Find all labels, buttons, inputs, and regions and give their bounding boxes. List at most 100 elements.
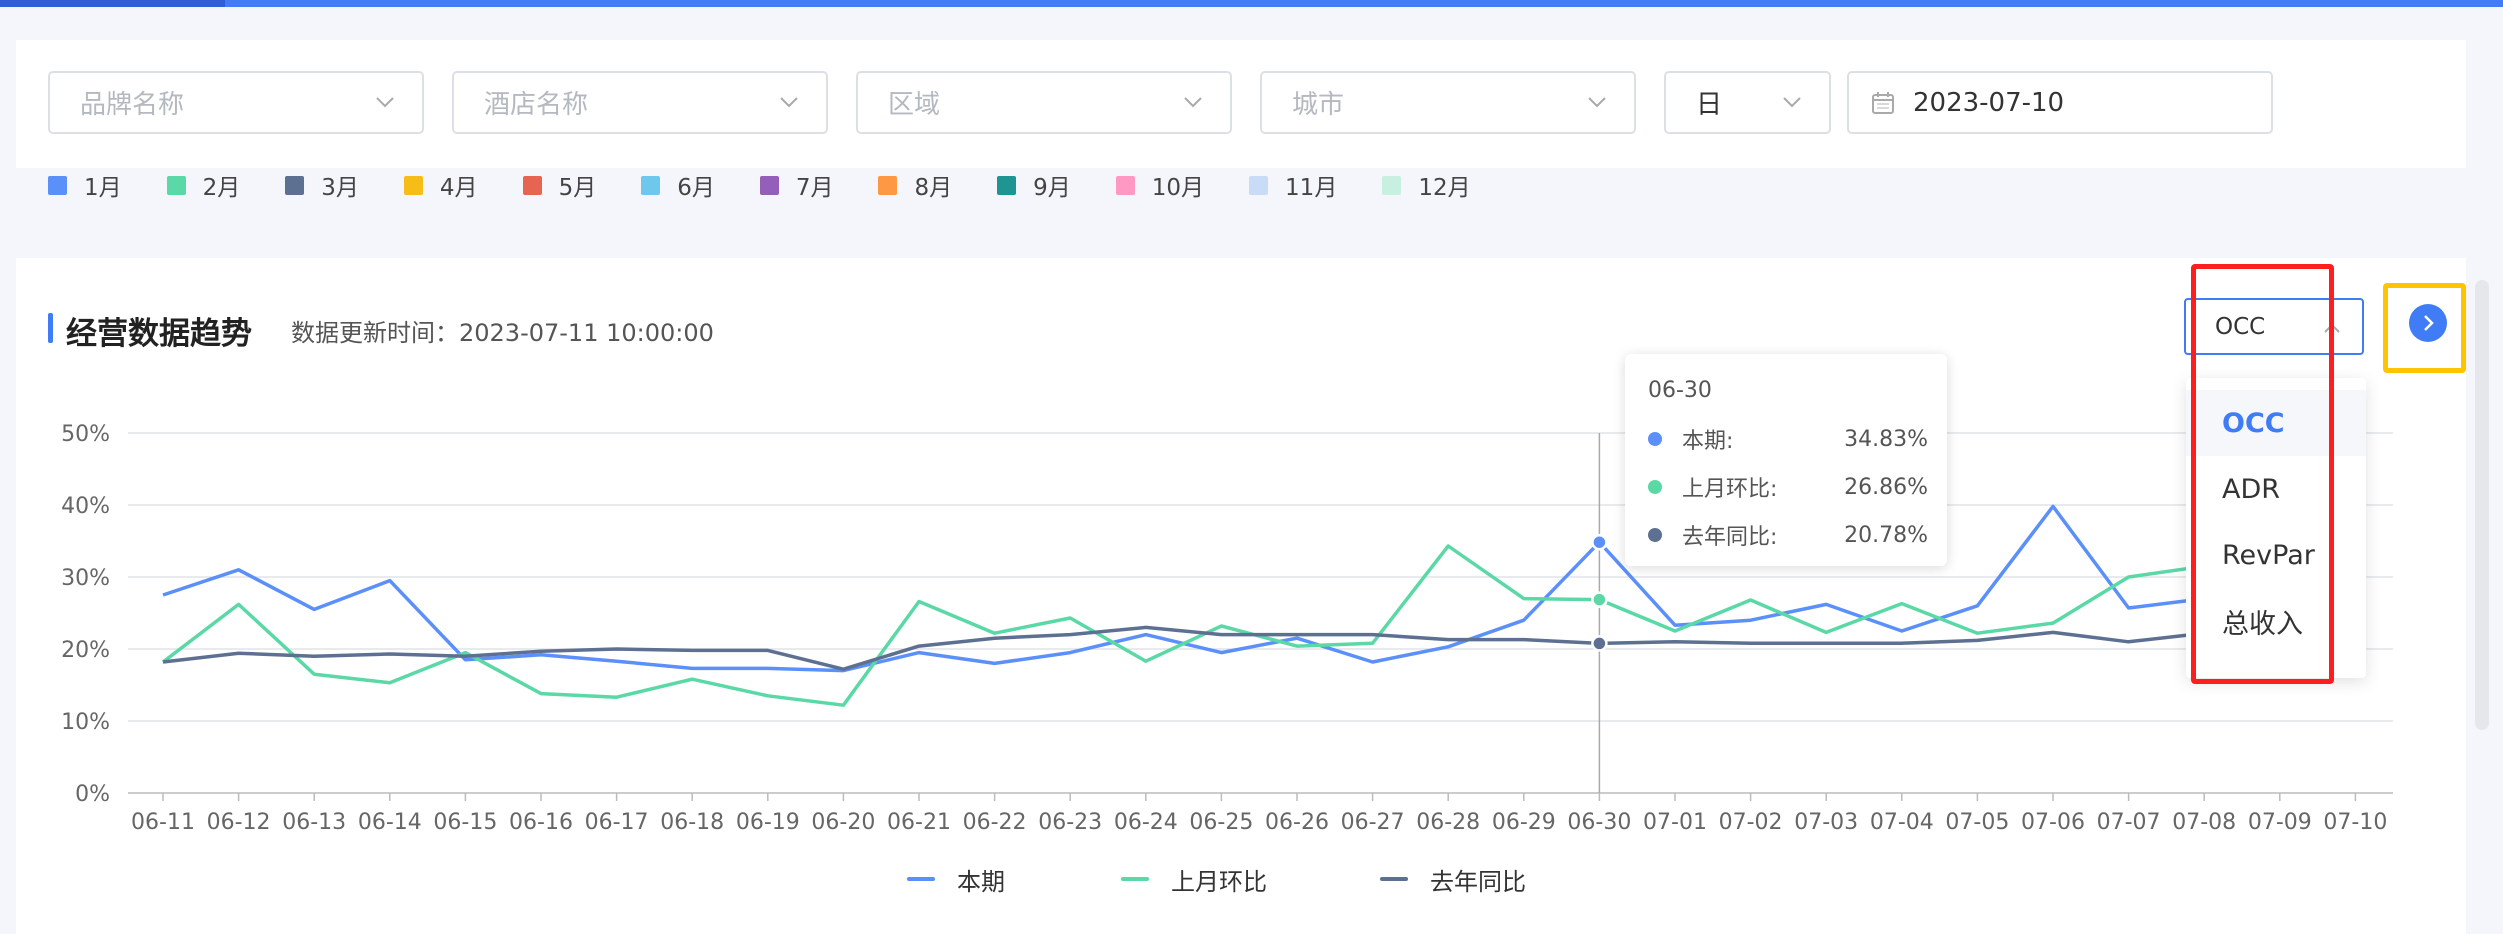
month-legend-item[interactable]: 12月 xyxy=(1382,168,1471,202)
legend-line xyxy=(1380,877,1408,881)
month-legend-swatch xyxy=(759,175,779,195)
month-legend-item[interactable]: 7月 xyxy=(759,168,834,202)
x-tick-label: 06-11 xyxy=(131,810,195,835)
month-legend-item[interactable]: 11月 xyxy=(1249,168,1337,202)
tooltip-date: 06-30 xyxy=(1648,378,1712,403)
top-progress-bar xyxy=(0,0,2503,7)
tooltip-row-mom: 上月环比: 26.86% xyxy=(1648,472,1928,502)
month-legend-label: 12月 xyxy=(1418,175,1471,201)
hover-point xyxy=(1591,591,1608,608)
month-legend-swatch xyxy=(285,175,305,195)
legend-item-mom[interactable]: 上月环比 xyxy=(1121,862,1267,896)
tooltip-value: 20.78% xyxy=(1844,522,1928,548)
x-tick-label: 06-14 xyxy=(358,810,422,835)
y-tick-label: 30% xyxy=(61,566,110,591)
month-legend-swatch xyxy=(641,175,661,195)
metric-option-revpar[interactable]: RevPar xyxy=(2222,539,2315,571)
y-tick-label: 0% xyxy=(75,782,110,807)
x-tick-label: 06-26 xyxy=(1265,810,1329,835)
city-select-placeholder: 城市 xyxy=(1292,90,1345,120)
filter-row: 品牌名称 酒店名称 区域 城市 日 2023-07-10 xyxy=(48,71,2273,134)
section-title: 经营数据趋势 xyxy=(66,316,252,352)
month-legend-label: 4月 xyxy=(439,175,478,201)
x-tick-label: 07-01 xyxy=(1643,810,1707,835)
month-legend-item[interactable]: 3月 xyxy=(285,168,359,202)
tooltip-label: 去年同比: xyxy=(1682,525,1778,550)
date-value: 2023-07-10 xyxy=(1913,87,2065,118)
next-button[interactable] xyxy=(2409,304,2447,342)
x-tick-label: 06-13 xyxy=(282,810,346,835)
x-tick-label: 06-20 xyxy=(811,810,875,835)
metric-option-adr[interactable]: ADR xyxy=(2222,473,2281,505)
city-select[interactable]: 城市 xyxy=(1260,71,1636,134)
x-tick-label: 07-03 xyxy=(1794,810,1858,835)
metric-select-value: OCC xyxy=(2215,313,2266,340)
y-tick-label: 50% xyxy=(61,422,110,447)
region-select[interactable]: 区域 xyxy=(856,71,1232,134)
month-legend-swatch xyxy=(1115,175,1135,195)
month-legend-item[interactable]: 4月 xyxy=(403,168,478,202)
brand-select-placeholder: 品牌名称 xyxy=(80,90,185,120)
chevron-down-icon xyxy=(780,97,798,108)
x-tick-label: 06-30 xyxy=(1567,810,1631,835)
month-legend-swatch xyxy=(166,175,186,195)
tooltip-dot xyxy=(1648,432,1662,446)
month-legend-label: 7月 xyxy=(795,175,834,201)
tooltip-dot xyxy=(1648,528,1662,542)
x-tick-label: 07-04 xyxy=(1870,810,1934,835)
x-tick-label: 06-12 xyxy=(207,810,271,835)
legend-label: 本期 xyxy=(957,867,1005,896)
x-tick-label: 07-05 xyxy=(1945,810,2009,835)
month-legend-item[interactable]: 9月 xyxy=(997,168,1071,202)
legend-label: 去年同比 xyxy=(1430,867,1526,896)
month-legend-swatch xyxy=(1382,175,1402,195)
month-legend-item[interactable]: 5月 xyxy=(522,168,597,202)
legend-item-current[interactable]: 本期 xyxy=(907,862,1005,896)
metric-dropdown: OCC ADR RevPar 总收入 xyxy=(2186,378,2366,678)
chevron-down-icon xyxy=(1783,97,1801,108)
chart-tooltip: 06-30 本期: 34.83% 上月环比: 26.86% 去年同比: 20.7… xyxy=(1625,354,1947,566)
month-legend-label: 9月 xyxy=(1033,175,1071,201)
x-tick-label: 06-29 xyxy=(1492,810,1556,835)
update-time: 数据更新时间：2023-07-11 10:00:00 xyxy=(291,319,714,347)
granularity-select-value: 日 xyxy=(1696,90,1723,120)
x-tick-label: 07-07 xyxy=(2097,810,2161,835)
metric-option-total-revenue[interactable]: 总收入 xyxy=(2222,608,2303,640)
metric-option-occ[interactable]: OCC xyxy=(2186,390,2366,456)
x-tick-label: 06-24 xyxy=(1114,810,1178,835)
hover-point xyxy=(1591,533,1608,551)
month-legend-item[interactable]: 2月 xyxy=(166,168,240,202)
month-legend-swatch xyxy=(878,175,898,195)
month-legend-item[interactable]: 10月 xyxy=(1115,168,1205,202)
region-select-placeholder: 区域 xyxy=(888,90,941,120)
brand-select[interactable]: 品牌名称 xyxy=(48,71,424,134)
x-tick-label: 06-28 xyxy=(1416,810,1480,835)
date-picker[interactable]: 2023-07-10 xyxy=(1847,71,2273,134)
x-tick-label: 07-08 xyxy=(2172,810,2236,835)
month-legend-item[interactable]: 1月 xyxy=(48,168,122,202)
month-legend-label: 10月 xyxy=(1151,175,1205,201)
top-progress-bar-active xyxy=(0,0,225,7)
calendar-icon xyxy=(1872,91,1894,114)
month-legend-swatch xyxy=(48,175,67,195)
title-accent-bar xyxy=(48,313,53,343)
month-legend-item[interactable]: 8月 xyxy=(878,168,952,202)
vertical-scrollbar[interactable] xyxy=(2475,280,2489,730)
x-tick-label: 07-02 xyxy=(1719,810,1783,835)
chart-panel: 经营数据趋势 数据更新时间：2023-07-11 10:00:00 OCC xyxy=(16,258,2466,934)
x-tick-label: 06-23 xyxy=(1038,810,1102,835)
month-legend-item[interactable]: 6月 xyxy=(641,168,715,202)
hotel-select[interactable]: 酒店名称 xyxy=(452,71,828,134)
metric-select[interactable]: OCC xyxy=(2184,298,2364,355)
chevron-down-icon xyxy=(1184,97,1202,108)
month-legend-label: 5月 xyxy=(558,175,597,201)
legend-label: 上月环比 xyxy=(1171,867,1267,896)
x-tick-label: 06-27 xyxy=(1341,810,1405,835)
month-legend-label: 1月 xyxy=(84,175,122,201)
chevron-down-icon xyxy=(376,97,394,108)
x-tick-label: 06-17 xyxy=(585,810,649,835)
legend-item-yoy[interactable]: 去年同比 xyxy=(1380,862,1526,896)
granularity-select[interactable]: 日 xyxy=(1664,71,1831,134)
x-tick-label: 06-15 xyxy=(433,810,497,835)
